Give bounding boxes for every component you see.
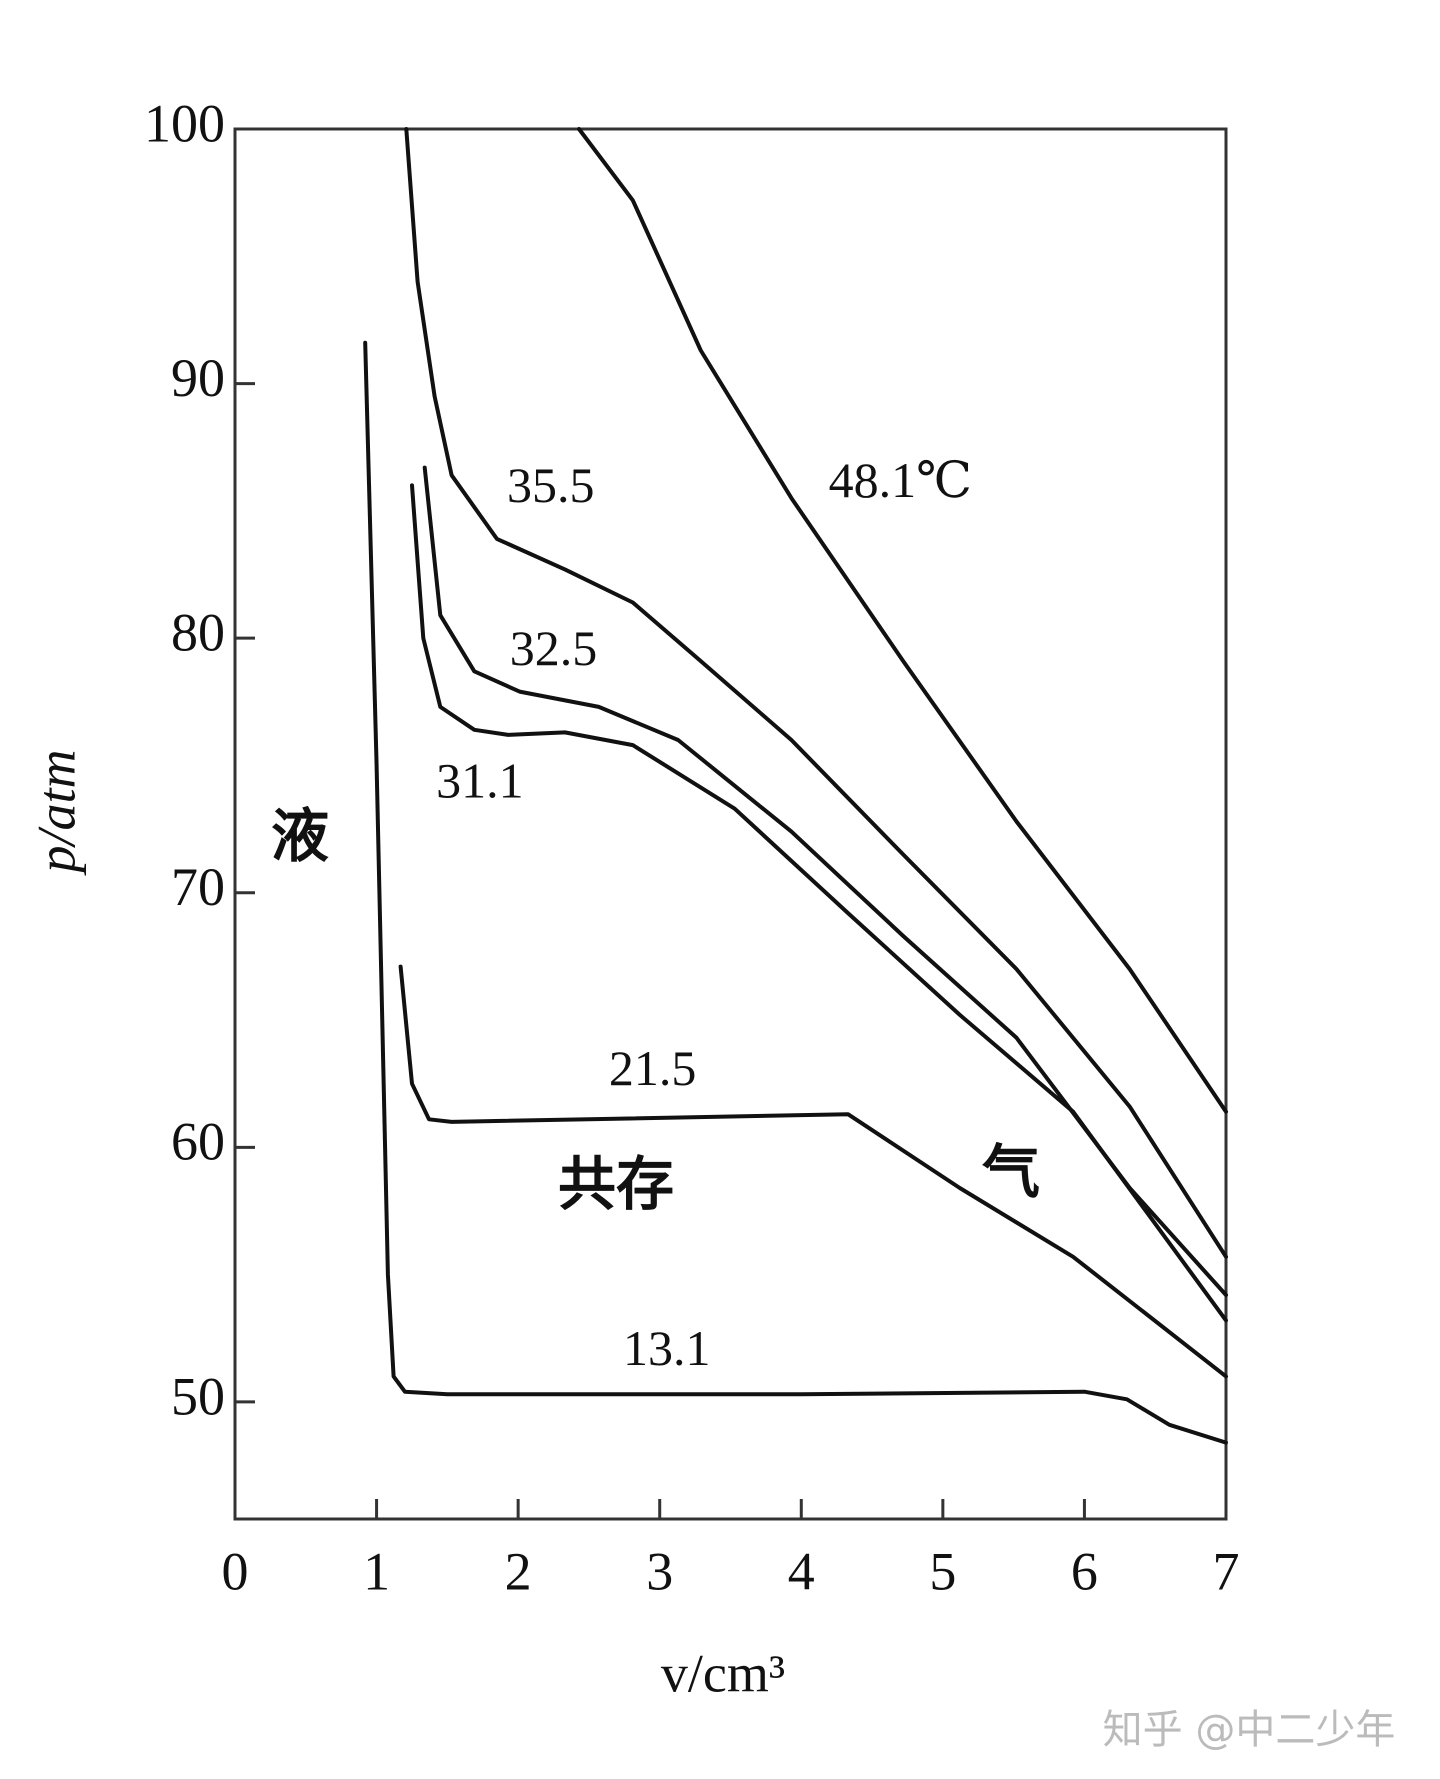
isotherm-line	[577, 127, 1228, 1114]
y-tick-label: 60	[171, 1112, 225, 1172]
y-tick-label: 100	[144, 93, 225, 153]
y-tick-label: 80	[171, 603, 225, 663]
x-tick-label: 5	[929, 1541, 956, 1601]
isotherm-line	[363, 340, 1228, 1445]
x-axis-title: v/cm³	[661, 1643, 785, 1703]
x-tick-label: 0	[222, 1541, 249, 1601]
x-tick-label: 7	[1213, 1541, 1240, 1601]
x-tick-label: 2	[505, 1541, 532, 1601]
watermark: 知乎 @中二少年	[1103, 1707, 1396, 1753]
isotherm-line	[404, 127, 1228, 1259]
y-tick-label: 70	[171, 857, 225, 917]
annotation: 共存	[558, 1150, 674, 1218]
x-tick-label: 4	[788, 1541, 815, 1601]
y-axis-title: p/atm	[26, 749, 86, 876]
x-tick-label: 3	[646, 1541, 673, 1601]
curve-label: 21.5	[609, 1040, 697, 1096]
y-tick-label: 90	[171, 348, 225, 408]
curve-label: 35.5	[507, 457, 595, 513]
x-tick-label: 1	[363, 1541, 390, 1601]
curve-label: 13.1	[623, 1320, 711, 1376]
curve-label: 48.1℃	[829, 452, 972, 508]
x-tick-label: 6	[1071, 1541, 1098, 1601]
annotation: 气	[982, 1138, 1040, 1206]
y-tick-label: 50	[171, 1366, 225, 1426]
curve-label: 31.1	[436, 752, 524, 808]
plot-frame	[233, 127, 1228, 1521]
annotation: 液	[271, 802, 329, 870]
isotherm-line	[410, 483, 1228, 1323]
isotherm-line	[422, 465, 1228, 1297]
curve-label: 32.5	[510, 620, 598, 676]
isotherm-line	[398, 964, 1228, 1379]
